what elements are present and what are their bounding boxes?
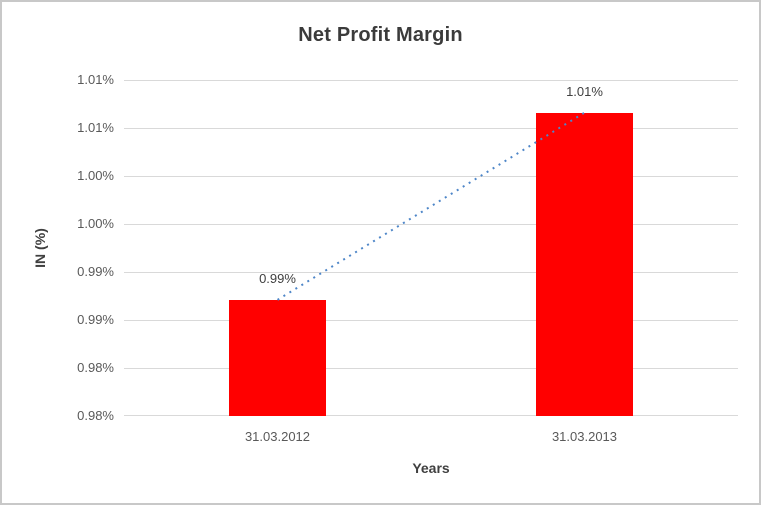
y-tick-label: 0.99%: [77, 264, 114, 279]
gridline: [124, 368, 738, 369]
y-axis-tick-labels: 0.98% 0.98% 0.99% 0.99% 1.00% 1.00% 1.01% 1.01%: [2, 72, 114, 423]
y-tick-label: 1.01%: [77, 72, 114, 87]
gridline: [124, 320, 738, 321]
x-tick-label: 31.03.2013: [551, 429, 618, 444]
plot-area: 0.99% 1.01%: [124, 80, 738, 416]
bar-data-label: 1.01%: [566, 83, 603, 99]
chart-title: Net Profit Margin: [298, 24, 463, 46]
gridline: [124, 272, 738, 273]
y-tick-label: 0.98%: [77, 360, 114, 375]
y-tick-label: 0.99%: [77, 312, 114, 327]
x-axis-title: Years: [412, 460, 450, 476]
bar: [536, 112, 633, 416]
gridline: [124, 128, 738, 129]
gridline: [124, 80, 738, 81]
bar: [229, 299, 326, 416]
y-tick-label: 1.00%: [77, 168, 114, 183]
gridline: [124, 224, 738, 225]
y-tick-label: 1.01%: [77, 120, 114, 135]
bar-data-label: 0.99%: [259, 270, 296, 286]
x-axis-tick-labels: 31.03.2012 31.03.2013: [124, 429, 738, 445]
y-tick-label: 0.98%: [77, 408, 114, 423]
gridline: [124, 415, 738, 416]
y-tick-label: 1.00%: [77, 216, 114, 231]
gridline: [124, 176, 738, 177]
trend-line: [276, 111, 586, 301]
x-tick-label: 31.03.2012: [244, 429, 311, 444]
